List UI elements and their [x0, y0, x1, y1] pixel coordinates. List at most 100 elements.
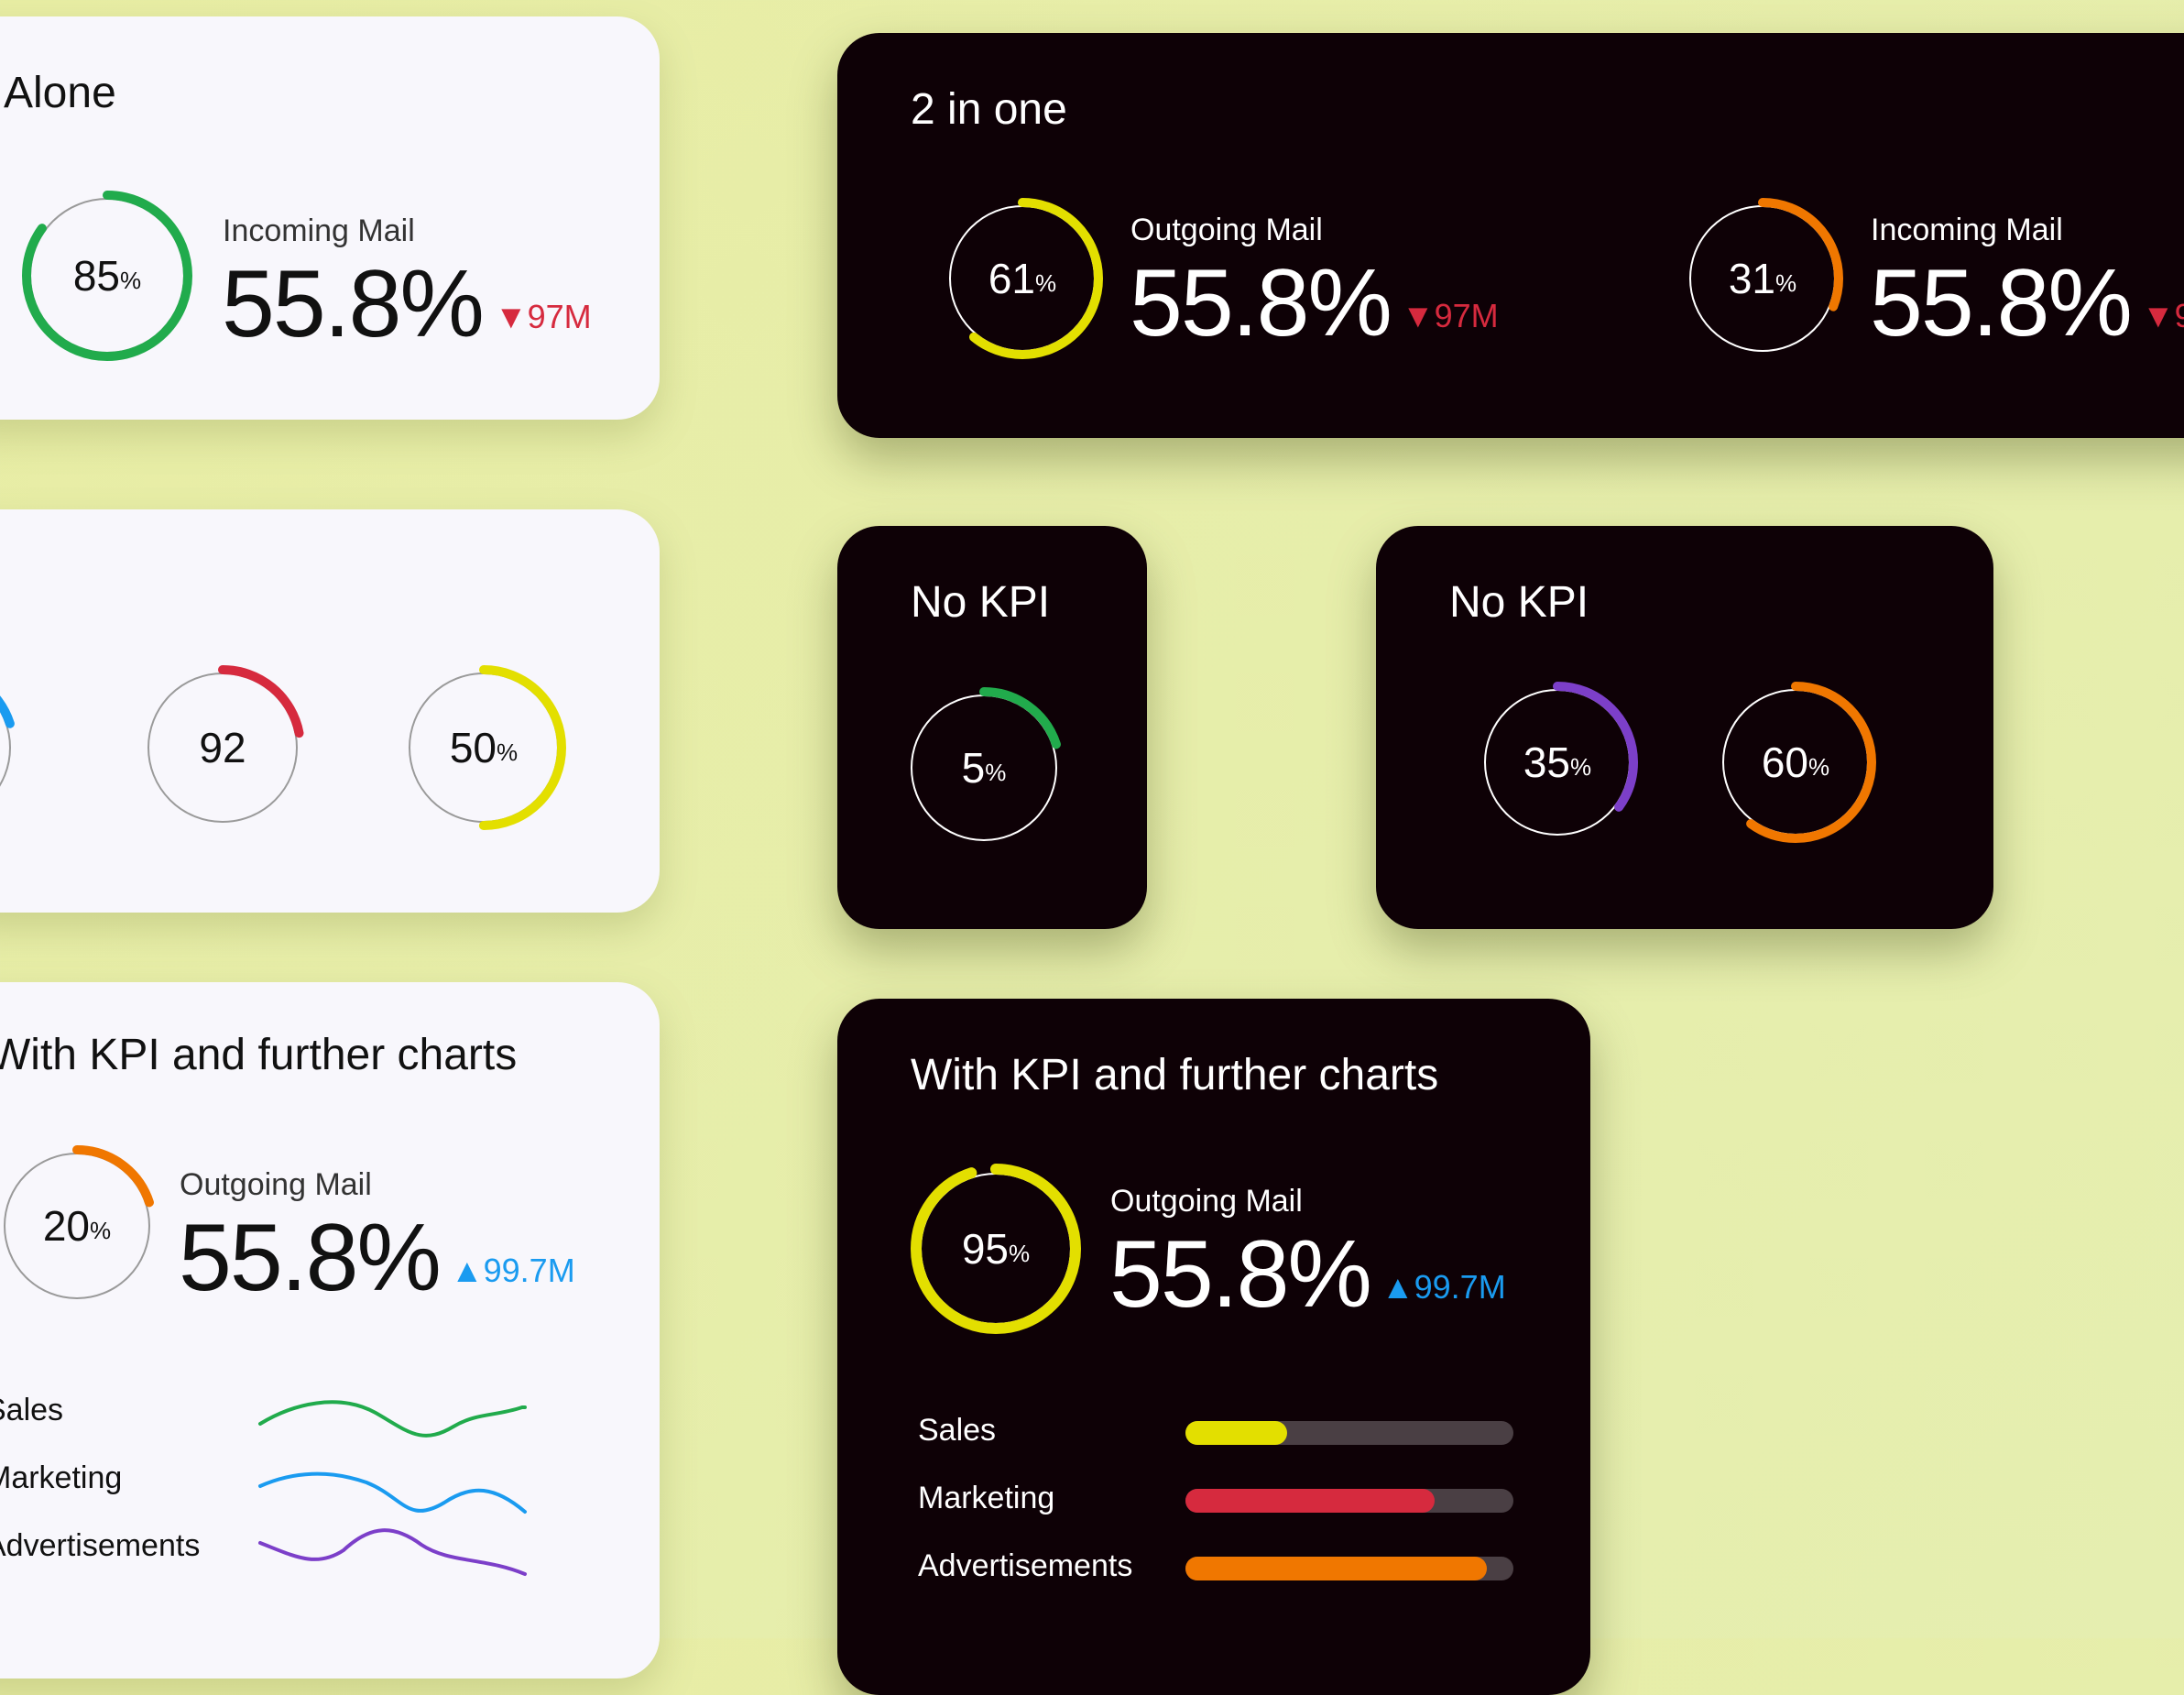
row-label-marketing: Marketing: [0, 1460, 123, 1495]
sparklines: [258, 1400, 527, 1576]
ring-svg: [942, 198, 1103, 359]
ring-unit: %: [985, 758, 1007, 786]
metric-value: 55.8%: [179, 1205, 442, 1311]
metric-delta: ▲99.7M: [1381, 1268, 1506, 1306]
rings-card: 92 50%: [0, 509, 660, 913]
ring-arc: [911, 1164, 1081, 1334]
metric-value-outgoing: 55.8%: [1130, 250, 1392, 356]
bar-fill: [1185, 1557, 1488, 1580]
progress-ring: 95%: [911, 1164, 1081, 1334]
card-title: No KPI: [911, 578, 1051, 627]
metric-label: Incoming Mail: [223, 213, 415, 248]
ring-svg: [0, 1145, 158, 1307]
ring-value: 92: [140, 665, 305, 830]
ring-number: 31: [1728, 255, 1776, 302]
sparkline-marketing: [258, 1471, 527, 1514]
ring-unit: %: [1035, 268, 1057, 297]
row-label-advertisements: Advertisements: [0, 1528, 201, 1563]
progress-ring-incoming: 31%: [1682, 198, 1843, 359]
progress-ring-outgoing: 61%: [942, 198, 1103, 359]
metric-delta-outgoing: ▼97M: [1402, 297, 1499, 334]
triangle-down-icon: ▼: [495, 298, 528, 335]
metric-label-outgoing: Outgoing Mail: [1130, 213, 1323, 247]
ring-svg: [1682, 198, 1843, 359]
bar-label: Advertisements: [918, 1548, 1133, 1583]
ring-number: 92: [199, 724, 246, 771]
metric-label-incoming: Incoming Mail: [1871, 213, 2063, 247]
ring-svg: [911, 1164, 1081, 1334]
ring-number: 60: [1761, 738, 1809, 786]
ring-svg: [903, 687, 1065, 848]
metric-value-incoming: 55.8%: [1870, 250, 2133, 356]
ring-arc: [1682, 198, 1843, 359]
ring-arc: [401, 665, 566, 830]
ring-unit: %: [90, 1216, 112, 1244]
ring-number: 5: [961, 744, 986, 792]
card-title: With KPI and further charts: [911, 1051, 1439, 1099]
ring-arc: [1477, 682, 1638, 843]
bar-label: Sales: [918, 1413, 997, 1448]
ring-arc: [0, 665, 18, 830]
ring-number: 35: [1523, 738, 1571, 786]
ring-arc: [22, 191, 192, 361]
progress-ring: 5%: [903, 687, 1065, 848]
progress-ring-orange: 60%: [1715, 682, 1876, 843]
progress-ring-red: 92: [140, 665, 305, 830]
ring-value: 85%: [22, 191, 192, 361]
ring-arc: [942, 198, 1103, 359]
ring-svg: [401, 665, 566, 830]
metric-value: 55.8%: [222, 251, 485, 357]
card-title: No KPI: [1449, 578, 1589, 627]
progress-ring-blue: [0, 665, 18, 830]
metric-value: 55.8%: [1109, 1221, 1372, 1328]
triangle-down-icon: ▼: [2142, 297, 2175, 334]
ring-arc: [0, 1145, 158, 1307]
ring-unit: %: [1808, 752, 1830, 781]
bar-fill: [1185, 1421, 1287, 1445]
ring-svg: [140, 665, 305, 830]
ring-unit: %: [497, 738, 519, 766]
metric-delta: ▼97M: [495, 298, 592, 335]
triangle-up-icon: ▲: [1381, 1268, 1414, 1306]
metric-delta-incoming: ▼97M: [2142, 297, 2184, 334]
ring-svg: [22, 191, 192, 361]
alone-card: Alone 85% Incoming Mail 55.8% ▼97M: [0, 16, 660, 420]
no-kpi-card-single: No KPI 5%: [837, 526, 1147, 929]
card-title: Alone: [4, 69, 116, 117]
ring-number: 85: [72, 252, 121, 300]
ring-unit: %: [1775, 268, 1797, 297]
ring-value: 31%: [1682, 198, 1843, 359]
metric-delta: ▲99.7M: [451, 1252, 575, 1289]
triangle-up-icon: ▲: [451, 1252, 484, 1289]
ring-track: [0, 708, 11, 787]
metric-label: Outgoing Mail: [1110, 1184, 1303, 1219]
progress-ring: 85%: [22, 191, 192, 361]
ring-number: 50: [449, 724, 497, 771]
kpi-dark-card: With KPI and further charts 95% Outgoing…: [837, 999, 1590, 1695]
bar-track: [1185, 1421, 1513, 1445]
sparkline-sales: [258, 1400, 527, 1438]
ring-number: 61: [988, 255, 1036, 302]
ring-value: 60%: [1715, 682, 1876, 843]
card-title: 2 in one: [911, 85, 1067, 134]
ring-unit: %: [1009, 1239, 1031, 1267]
triangle-down-icon: ▼: [1402, 297, 1435, 334]
ring-value: 61%: [942, 198, 1103, 359]
ring-arc: [1715, 682, 1876, 843]
no-kpi-card-double: No KPI 35% 60%: [1376, 526, 1993, 929]
row-label-sales: Sales: [0, 1393, 64, 1427]
ring-arc: [903, 687, 1065, 848]
progress-ring: 20%: [0, 1145, 158, 1307]
ring-svg: [1477, 682, 1638, 843]
bar-track: [1185, 1489, 1513, 1513]
bar-fill: [1185, 1489, 1436, 1513]
bar-track: [1185, 1557, 1513, 1580]
two-in-one-card: 2 in one 61% Outgoing Mail 55.8% ▼97M 31…: [837, 33, 2184, 438]
ring-svg: [1715, 682, 1876, 843]
ring-value: 20%: [0, 1145, 158, 1307]
ring-svg: [0, 665, 18, 830]
progress-ring-yellow: 50%: [401, 665, 566, 830]
sparkline-advertisements: [258, 1528, 527, 1576]
ring-arc: [140, 665, 305, 830]
ring-value: 95%: [911, 1164, 1081, 1334]
